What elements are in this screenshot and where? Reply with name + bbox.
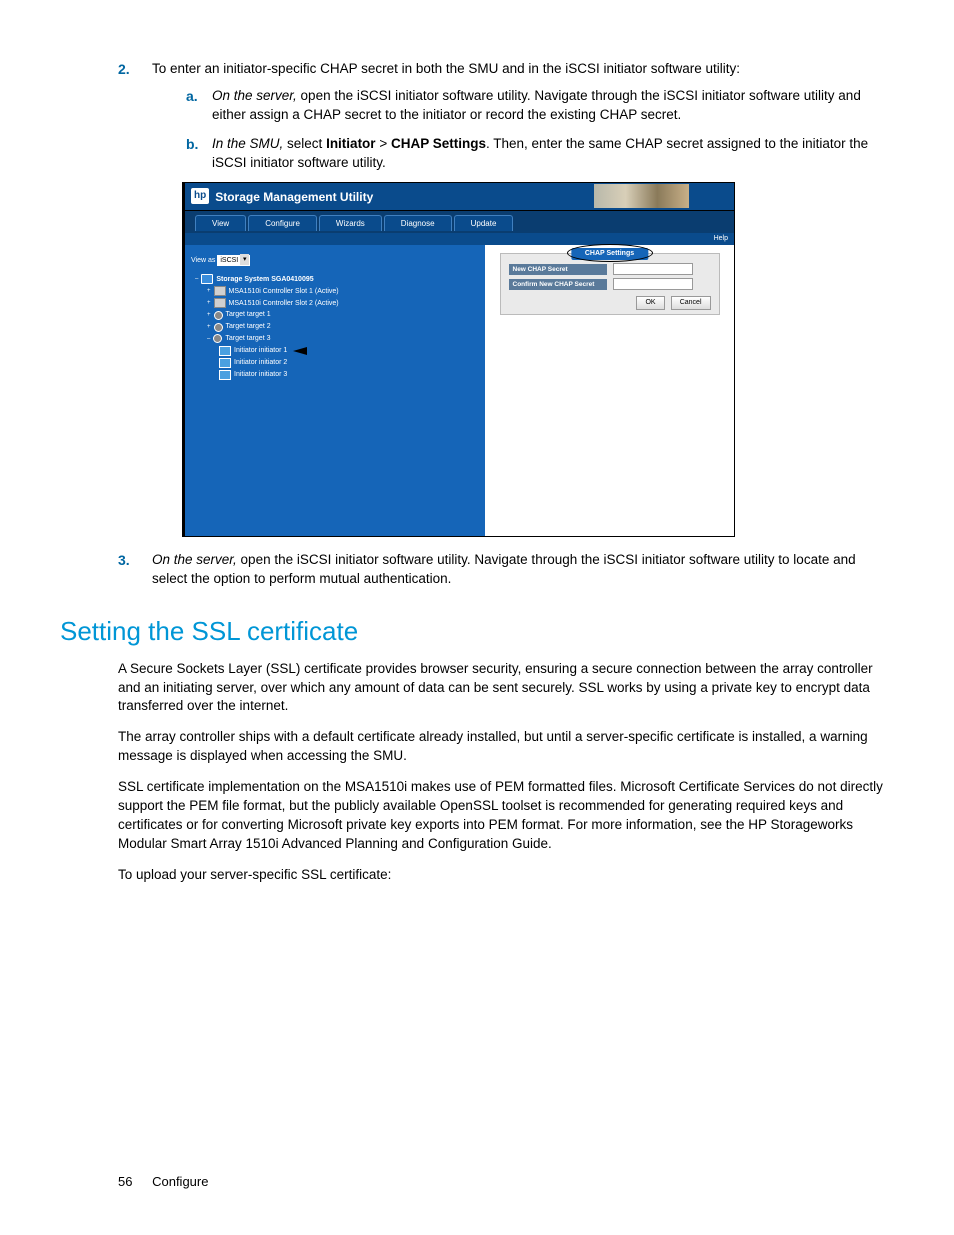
target-icon <box>214 311 223 320</box>
step-2b-bold1: Initiator <box>326 136 376 151</box>
step-2b-lead: In the SMU, <box>212 136 283 151</box>
tree-ctrl2-label: MSA1510i Controller Slot 2 (Active) <box>229 299 339 309</box>
ok-button[interactable]: OK <box>636 296 664 310</box>
confirm-chap-input[interactable] <box>613 278 693 290</box>
tab-update[interactable]: Update <box>454 215 514 231</box>
cancel-button[interactable]: Cancel <box>671 296 711 310</box>
tree-target1[interactable]: + Target target 1 <box>191 310 479 320</box>
tree-ctrl1[interactable]: + MSA1510i Controller Slot 1 (Active) <box>191 286 479 296</box>
tree-i3-label: Initiator initiator 3 <box>234 370 287 380</box>
step-2b-gt: > <box>376 136 391 151</box>
tree-t3-label: Target target 3 <box>225 334 270 344</box>
smu-titlebar: hp Storage Management Utility <box>185 183 734 211</box>
step-2a-lead: On the server, <box>212 88 297 103</box>
new-chap-input[interactable] <box>613 263 693 275</box>
step-list: 2. To enter an initiator-specific CHAP s… <box>118 60 894 589</box>
tree-i2-label: Initiator initiator 2 <box>234 358 287 368</box>
initiator-icon <box>219 370 231 380</box>
page-content: 2. To enter an initiator-specific CHAP s… <box>118 60 894 885</box>
smu-screenshot: hp Storage Management Utility View Confi… <box>182 182 735 537</box>
expand-icon[interactable]: + <box>207 311 211 319</box>
page-number: 56 <box>118 1174 132 1189</box>
confirm-chap-label: Confirm New CHAP Secret <box>509 279 607 290</box>
tab-view[interactable]: View <box>195 215 246 231</box>
new-chap-label: New CHAP Secret <box>509 264 607 275</box>
step-3-rest: open the iSCSI initiator software utilit… <box>152 552 856 586</box>
controller-icon <box>214 298 226 308</box>
smu-title: Storage Management Utility <box>215 189 373 206</box>
controller-icon <box>214 286 226 296</box>
tab-wizards[interactable]: Wizards <box>319 215 382 231</box>
initiator-icon <box>219 358 231 368</box>
expand-icon[interactable]: + <box>207 323 211 331</box>
collapse-icon[interactable]: – <box>207 335 210 343</box>
expand-icon[interactable]: + <box>207 299 211 307</box>
step-2b: b. In the SMU, select Initiator > CHAP S… <box>186 135 894 173</box>
step-3-marker: 3. <box>118 551 130 571</box>
tree-target3[interactable]: – Target target 3 <box>191 334 479 344</box>
view-as-label: View as <box>191 257 215 264</box>
ssl-p2: The array controller ships with a defaul… <box>118 728 894 766</box>
tree-t2-label: Target target 2 <box>226 322 271 332</box>
tab-configure[interactable]: Configure <box>248 215 317 231</box>
chap-title: CHAP Settings <box>571 248 648 260</box>
hp-logo: hp <box>191 188 209 204</box>
pointer-arrow-icon <box>293 347 307 355</box>
step-2-marker: 2. <box>118 60 130 80</box>
help-link[interactable]: Help <box>714 235 728 242</box>
step-2-sublist: a. On the server, open the iSCSI initiat… <box>152 87 894 173</box>
header-photo <box>594 184 689 208</box>
button-row: OK Cancel <box>509 296 711 310</box>
smu-menubar: View Configure Wizards Diagnose Update <box>185 211 734 233</box>
tree-target2[interactable]: + Target target 2 <box>191 322 479 332</box>
ssl-p4: To upload your server-specific SSL certi… <box>118 866 894 885</box>
initiator-icon <box>219 346 231 356</box>
tree-ctrl2[interactable]: + MSA1510i Controller Slot 2 (Active) <box>191 298 479 308</box>
smu-sidebar: View as iSCSI – Storage System SGA041009… <box>185 245 485 536</box>
tree-system-label: Storage System SGA0410095 <box>216 275 313 285</box>
step-2b-marker: b. <box>186 135 198 155</box>
tree-system[interactable]: – Storage System SGA0410095 <box>191 274 479 284</box>
tree-i1-label: Initiator initiator 1 <box>234 346 287 356</box>
ssl-p1: A Secure Sockets Layer (SSL) certificate… <box>118 660 894 717</box>
confirm-chap-row: Confirm New CHAP Secret <box>509 278 711 290</box>
tree-init1[interactable]: Initiator initiator 1 <box>191 346 479 356</box>
tab-diagnose[interactable]: Diagnose <box>384 215 452 231</box>
tree-init2[interactable]: Initiator initiator 2 <box>191 358 479 368</box>
expand-icon[interactable]: + <box>207 287 211 295</box>
help-row: Help <box>185 233 734 245</box>
step-2b-mid1: select <box>283 136 326 151</box>
target-icon <box>213 334 222 343</box>
step-2a-marker: a. <box>186 87 198 107</box>
tree-init3[interactable]: Initiator initiator 3 <box>191 370 479 380</box>
tree-t1-label: Target target 1 <box>226 310 271 320</box>
step-2-text: To enter an initiator-specific CHAP secr… <box>152 61 740 76</box>
step-3-lead: On the server, <box>152 552 237 567</box>
step-2b-bold2: CHAP Settings <box>391 136 486 151</box>
chapter-name: Configure <box>152 1174 208 1189</box>
view-as-row: View as iSCSI <box>191 255 479 266</box>
new-chap-row: New CHAP Secret <box>509 263 711 275</box>
collapse-icon[interactable]: – <box>195 275 198 283</box>
page-footer: 56 Configure <box>118 1173 208 1191</box>
tree-ctrl1-label: MSA1510i Controller Slot 1 (Active) <box>229 287 339 297</box>
smu-main: CHAP Settings New CHAP Secret Confirm Ne… <box>485 245 734 536</box>
ssl-heading: Setting the SSL certificate <box>60 613 894 649</box>
step-3: 3. On the server, open the iSCSI initiat… <box>118 551 894 589</box>
ssl-p3: SSL certificate implementation on the MS… <box>118 778 894 854</box>
system-icon <box>201 274 213 284</box>
step-2a: a. On the server, open the iSCSI initiat… <box>186 87 894 125</box>
smu-body: View as iSCSI – Storage System SGA041009… <box>185 245 734 536</box>
view-as-select[interactable]: iSCSI <box>217 255 250 266</box>
target-icon <box>214 323 223 332</box>
step-2a-rest: open the iSCSI initiator software utilit… <box>212 88 861 122</box>
step-2: 2. To enter an initiator-specific CHAP s… <box>118 60 894 537</box>
chap-settings-panel: CHAP Settings New CHAP Secret Confirm Ne… <box>500 253 720 315</box>
